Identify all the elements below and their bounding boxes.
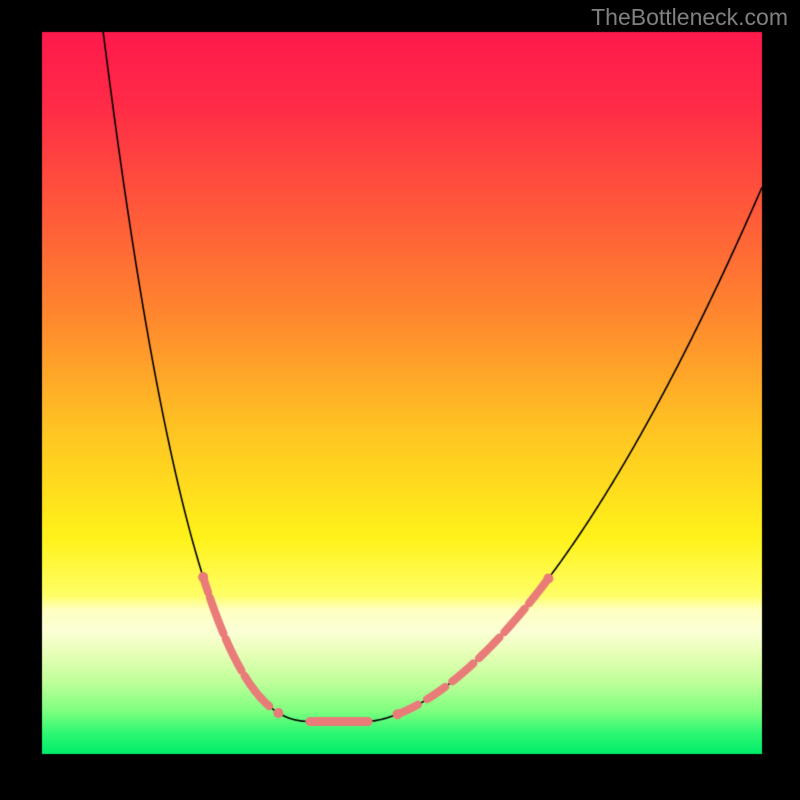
watermark-label: TheBottleneck.com xyxy=(591,4,788,31)
plot-canvas xyxy=(0,0,800,800)
chart-root: TheBottleneck.com xyxy=(0,0,800,800)
